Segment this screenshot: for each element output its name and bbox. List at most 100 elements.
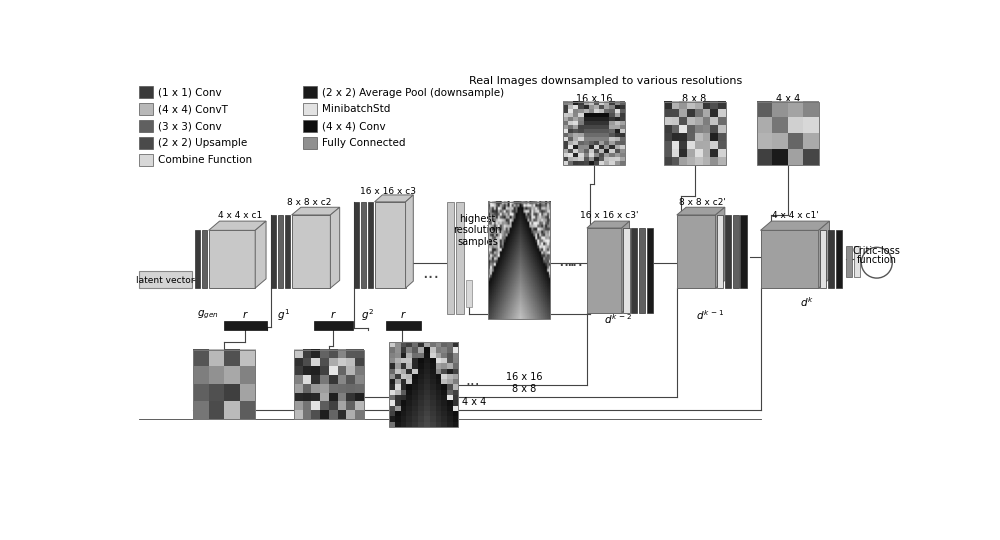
Bar	[139, 271, 192, 288]
Polygon shape	[406, 195, 413, 288]
Bar	[278, 215, 283, 288]
Polygon shape	[255, 221, 266, 288]
Bar	[647, 228, 653, 313]
Polygon shape	[292, 207, 340, 215]
Bar	[563, 102, 625, 165]
Bar	[361, 202, 366, 288]
Text: $d^k$: $d^k$	[800, 295, 814, 309]
Bar	[375, 202, 406, 288]
Bar	[303, 137, 317, 148]
Bar	[854, 246, 860, 276]
Bar	[456, 202, 464, 314]
Text: r: r	[400, 310, 405, 320]
Text: 16 x 16: 16 x 16	[506, 372, 542, 382]
Bar	[725, 215, 731, 288]
Bar	[836, 231, 842, 288]
Text: ...: ...	[566, 252, 583, 270]
Bar	[828, 231, 834, 288]
Polygon shape	[716, 207, 725, 288]
Bar	[386, 321, 421, 330]
Text: Fully Connected: Fully Connected	[322, 138, 405, 149]
Text: function: function	[857, 255, 897, 265]
Text: 8 x 8: 8 x 8	[512, 384, 536, 394]
Text: Combine Function: Combine Function	[158, 156, 252, 165]
Bar	[733, 215, 739, 288]
Bar	[139, 103, 153, 115]
Bar	[139, 154, 153, 166]
Text: 16 x 16 x c3: 16 x 16 x c3	[360, 187, 416, 195]
Bar	[303, 103, 317, 115]
Polygon shape	[587, 221, 630, 228]
Text: Real Images downsampled to various resolutions: Real Images downsampled to various resol…	[469, 76, 742, 86]
Bar	[664, 102, 726, 165]
Polygon shape	[677, 207, 725, 215]
Bar	[846, 246, 852, 276]
Text: (2 x 2) Upsample: (2 x 2) Upsample	[158, 138, 247, 149]
Text: (1 x 1) Conv: (1 x 1) Conv	[158, 87, 221, 98]
Text: ...: ...	[578, 256, 587, 266]
Bar	[195, 231, 200, 288]
Bar	[285, 215, 290, 288]
Text: (4 x 4) Conv: (4 x 4) Conv	[322, 122, 385, 131]
Text: 8 x 8: 8 x 8	[682, 94, 707, 104]
Bar	[677, 215, 716, 288]
Text: 16 x 16: 16 x 16	[576, 94, 612, 104]
Bar	[466, 280, 472, 307]
Bar	[193, 350, 255, 419]
Polygon shape	[622, 221, 630, 313]
Text: $g^2$: $g^2$	[361, 307, 374, 323]
Polygon shape	[330, 207, 340, 288]
Bar	[447, 202, 454, 314]
Bar	[761, 231, 819, 288]
Bar	[314, 321, 353, 330]
Bar	[639, 228, 645, 313]
Text: ...: ...	[465, 373, 480, 388]
Bar	[488, 202, 550, 319]
Text: Critic-loss: Critic-loss	[853, 246, 901, 256]
Text: $d^{k\,-\,2}$: $d^{k\,-\,2}$	[604, 312, 633, 326]
Text: 8 x 8 x c2: 8 x 8 x c2	[287, 198, 332, 207]
Bar	[202, 231, 207, 288]
Bar	[303, 86, 317, 98]
Text: 4 x 4: 4 x 4	[776, 94, 800, 104]
Polygon shape	[209, 221, 266, 231]
Polygon shape	[819, 221, 829, 288]
Text: $g^1$: $g^1$	[277, 307, 290, 323]
Bar	[303, 120, 317, 132]
Text: 4 x 4: 4 x 4	[462, 397, 486, 407]
Bar	[139, 86, 153, 98]
Text: ...: ...	[422, 264, 440, 282]
Bar	[294, 350, 364, 419]
Text: 16 x 16 x c3': 16 x 16 x c3'	[580, 211, 639, 220]
Text: (3 x 3) Conv: (3 x 3) Conv	[158, 122, 221, 131]
Bar	[631, 228, 637, 313]
Text: ...: ...	[558, 252, 575, 270]
Text: r: r	[243, 310, 247, 320]
Text: (4 x 4) ConvT: (4 x 4) ConvT	[158, 104, 227, 114]
Text: latent vector: latent vector	[136, 276, 195, 285]
Bar	[292, 215, 330, 288]
Bar	[740, 215, 747, 288]
Text: $g_{gen}$: $g_{gen}$	[197, 309, 219, 321]
Bar	[587, 228, 622, 313]
Text: highest
resolution
samples: highest resolution samples	[453, 214, 502, 247]
Bar	[271, 215, 276, 288]
Bar	[224, 321, 267, 330]
Bar	[139, 120, 153, 132]
Bar	[717, 215, 723, 288]
Bar	[757, 102, 819, 165]
Polygon shape	[761, 221, 829, 231]
Text: MinibatchStd: MinibatchStd	[322, 104, 390, 114]
Polygon shape	[375, 195, 413, 202]
Bar	[820, 231, 826, 288]
Text: $d^{k\,-\,1}$: $d^{k\,-\,1}$	[696, 308, 725, 322]
Text: (2 x 2) Average Pool (downsample): (2 x 2) Average Pool (downsample)	[322, 87, 504, 98]
Text: 8 x 8 x c2': 8 x 8 x c2'	[679, 198, 726, 207]
Text: 4 x 4 x c1: 4 x 4 x c1	[218, 211, 262, 220]
Bar	[209, 231, 255, 288]
Text: 4 x 4 x c1': 4 x 4 x c1'	[772, 211, 819, 220]
Bar	[388, 342, 458, 427]
Text: r: r	[331, 310, 335, 320]
Bar	[139, 137, 153, 148]
Bar	[354, 202, 359, 288]
